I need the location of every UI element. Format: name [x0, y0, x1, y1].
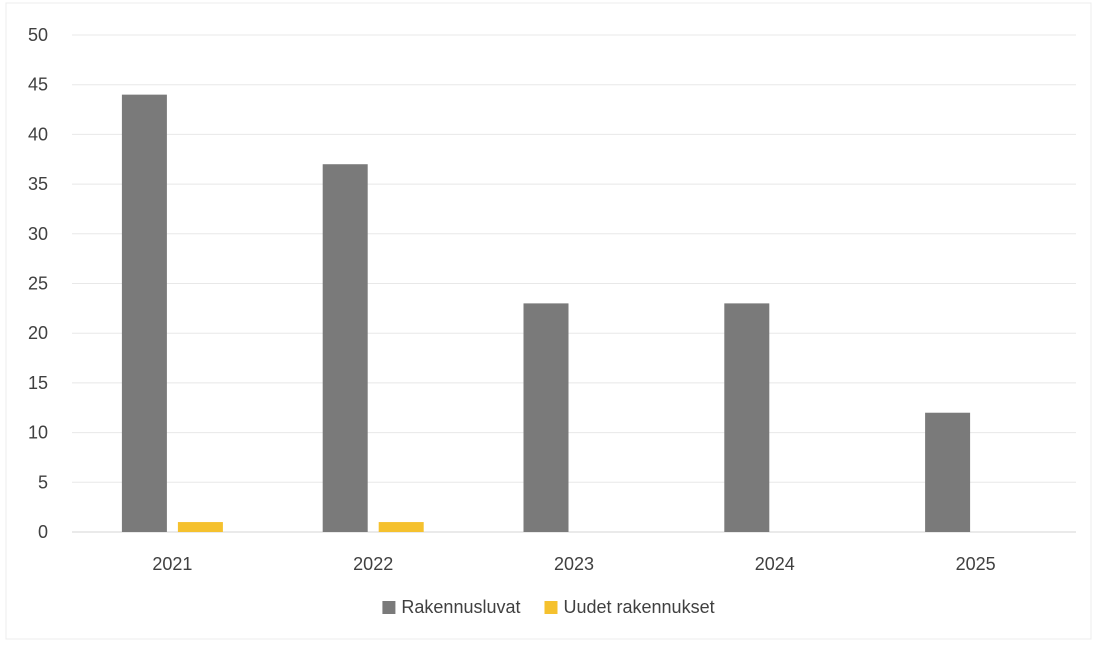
y-tick-label: 0	[38, 522, 48, 542]
y-tick-label: 5	[38, 472, 48, 492]
y-axis-ticks: 0 5 10 15 20 25 30 35 40 45 50	[28, 25, 48, 542]
bar-rakennusluvat-2024	[724, 303, 770, 532]
y-tick-label: 30	[28, 224, 48, 244]
y-tick-label: 20	[28, 323, 48, 343]
x-tick-label: 2023	[554, 554, 594, 574]
bar-uudet-rakennukset-2021	[177, 522, 223, 532]
y-tick-label: 40	[28, 124, 48, 144]
x-tick-label: 2021	[152, 554, 192, 574]
y-tick-label: 15	[28, 373, 48, 393]
bar-rakennusluvat-2023	[523, 303, 569, 532]
y-tick-label: 50	[28, 25, 48, 45]
bars	[121, 94, 971, 532]
legend-label: Rakennusluvat	[401, 597, 520, 617]
y-tick-label: 10	[28, 423, 48, 443]
x-tick-label: 2025	[956, 554, 996, 574]
legend-label: Uudet rakennukset	[563, 597, 714, 617]
bar-rakennusluvat-2022	[322, 164, 368, 532]
bar-rakennusluvat-2021	[121, 94, 167, 532]
x-axis-ticks: 2021 2022 2023 2024 2025	[152, 554, 995, 574]
legend: Rakennusluvat Uudet rakennukset	[382, 597, 715, 617]
gridlines	[72, 34, 1076, 533]
x-tick-label: 2024	[755, 554, 795, 574]
y-tick-label: 45	[28, 75, 48, 95]
chart-frame	[5, 2, 1092, 640]
legend-swatch	[544, 601, 558, 614]
bar-rakennusluvat-2025	[925, 412, 971, 532]
y-tick-label: 35	[28, 174, 48, 194]
y-tick-label: 25	[28, 274, 48, 294]
legend-swatch	[382, 601, 396, 614]
bar-uudet-rakennukset-2022	[378, 522, 424, 532]
x-tick-label: 2022	[353, 554, 393, 574]
